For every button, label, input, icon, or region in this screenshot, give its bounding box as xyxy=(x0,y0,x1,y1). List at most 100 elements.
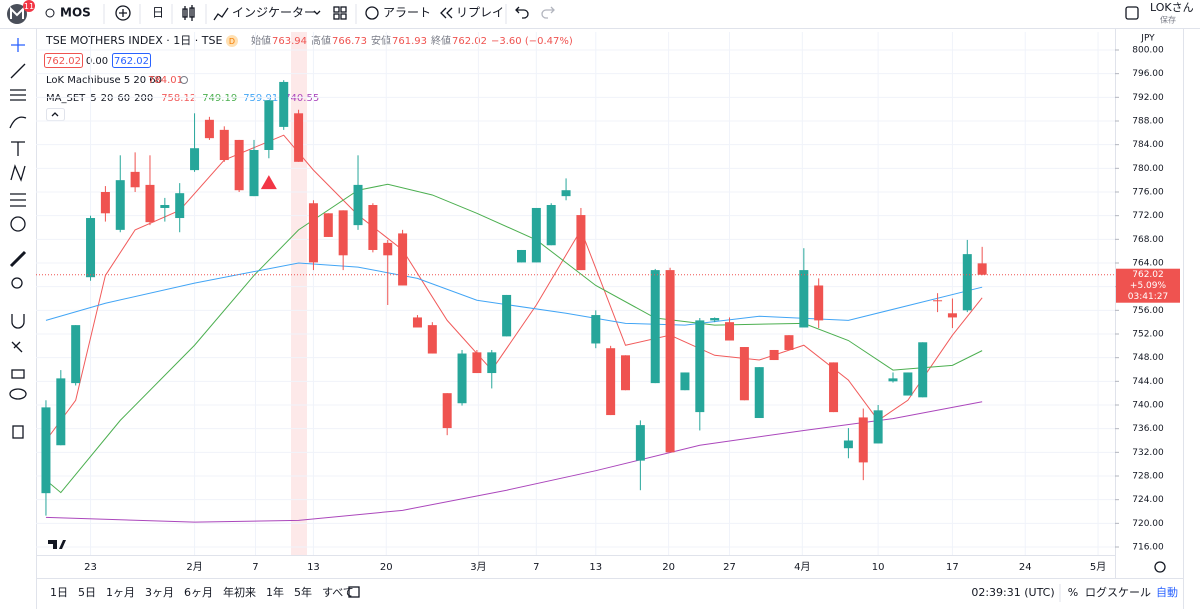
ohlc-label: 始値 xyxy=(251,34,271,47)
y-tick-label: 728.00 xyxy=(1132,472,1164,482)
candle-body xyxy=(160,205,170,208)
x-tick-label: 20 xyxy=(380,562,393,573)
y-tick-label: 744.00 xyxy=(1132,377,1164,387)
alerts-button[interactable]: アラート xyxy=(383,6,431,20)
x-tick-label: 23 xyxy=(84,562,97,573)
range-button[interactable]: 6ヶ月 xyxy=(184,586,213,599)
range-button[interactable]: 年初来 xyxy=(223,585,256,599)
flag: D xyxy=(229,37,235,46)
ask: 762.02 xyxy=(114,56,149,67)
candle-body xyxy=(531,207,541,263)
settings-icon[interactable] xyxy=(1154,561,1166,573)
candle-body xyxy=(814,285,824,321)
candle-body xyxy=(710,318,720,321)
candle-body xyxy=(249,149,259,197)
add-glyph xyxy=(119,9,127,17)
candle-body xyxy=(71,325,81,384)
alert-icon[interactable] xyxy=(365,6,379,20)
save-button[interactable]: 保存 xyxy=(1160,15,1176,25)
flag-badge xyxy=(226,35,238,47)
zoom-tool[interactable] xyxy=(11,277,23,289)
candle-body xyxy=(368,205,378,250)
user-name[interactable]: LOKさん xyxy=(1150,1,1194,14)
range-button[interactable]: 3ヶ月 xyxy=(145,586,174,599)
indicators-button[interactable]: インジケーター xyxy=(232,6,316,20)
ruler-tool[interactable] xyxy=(9,250,27,268)
chart-type-icon[interactable] xyxy=(182,5,195,21)
candle-body xyxy=(918,342,928,398)
pattern-tool[interactable] xyxy=(10,164,26,182)
undo-icon[interactable] xyxy=(515,6,529,19)
y-tick-label: 792.00 xyxy=(1132,93,1164,103)
dropdown-icon[interactable] xyxy=(313,10,321,15)
candle-body xyxy=(769,349,779,361)
y-tick-label: 752.00 xyxy=(1132,330,1164,340)
candle-body xyxy=(977,263,987,275)
badge-count: 11 xyxy=(24,2,34,11)
candle-body xyxy=(56,378,66,446)
range-button[interactable]: 1日 xyxy=(50,586,68,599)
replay-button[interactable]: リプレイ xyxy=(456,6,504,20)
auto-toggle[interactable]: 自動 xyxy=(1156,585,1178,599)
delete-tool[interactable] xyxy=(12,425,24,439)
y-tick-label: 756.00 xyxy=(1132,306,1164,316)
range-button[interactable]: すべて xyxy=(322,586,354,599)
magnet-tool[interactable] xyxy=(11,314,25,329)
brush-tool[interactable] xyxy=(9,116,27,129)
ohlc-label: 高値 xyxy=(311,34,331,47)
candle-body xyxy=(100,191,110,214)
badge xyxy=(23,0,35,12)
x-tick-label: 4月 xyxy=(794,561,810,573)
crosshair-tool[interactable] xyxy=(11,38,25,52)
range-button[interactable]: 5年 xyxy=(294,585,312,599)
x-tick-label: 7 xyxy=(533,562,539,573)
candle-body xyxy=(145,184,155,223)
log-toggle[interactable]: ログスケール xyxy=(1085,585,1151,599)
visibility-tool[interactable] xyxy=(9,388,27,400)
redo-icon[interactable] xyxy=(541,6,555,19)
collapse-button[interactable] xyxy=(46,108,65,121)
candle-body xyxy=(427,325,437,354)
range-button[interactable]: 1年 xyxy=(266,585,284,599)
text-tool[interactable] xyxy=(11,141,25,156)
candle-body xyxy=(829,362,839,413)
ma-line xyxy=(45,401,983,523)
checkbox[interactable] xyxy=(1125,6,1139,20)
lock-tool[interactable] xyxy=(11,369,25,379)
x-tick-label: 27 xyxy=(723,562,736,573)
ma-last-value: 740.55 xyxy=(284,93,319,104)
ma-name: 60 xyxy=(117,93,130,104)
candle-body xyxy=(725,322,735,341)
spread: 0.00 xyxy=(86,56,108,67)
candle-body xyxy=(606,348,616,416)
bid-box[interactable] xyxy=(44,53,83,68)
date-range-icon[interactable] xyxy=(348,586,360,598)
lock-drawing-tool[interactable] xyxy=(11,341,23,353)
candle-body xyxy=(234,139,244,191)
candle-body xyxy=(695,320,705,413)
highlight-band xyxy=(291,32,307,555)
emoji-tool[interactable] xyxy=(10,216,26,232)
range-button[interactable]: 5日 xyxy=(78,586,96,599)
range-button[interactable]: 1ヶ月 xyxy=(106,586,135,599)
add-icon[interactable] xyxy=(115,5,131,21)
ma-name: 20 xyxy=(101,93,114,104)
x-tick-label: 13 xyxy=(589,562,602,573)
interval[interactable]: 日 xyxy=(152,6,164,20)
ohlc-label: 終値 xyxy=(431,34,451,47)
candle-body xyxy=(858,417,868,463)
replay-icon xyxy=(440,7,453,19)
percent-toggle[interactable]: % xyxy=(1068,586,1078,599)
y-tick-label: 740.00 xyxy=(1132,401,1164,411)
ask-box[interactable] xyxy=(112,53,151,68)
prediction-tool[interactable] xyxy=(10,193,26,207)
ma-name: 5 xyxy=(90,93,96,104)
layout-icon[interactable] xyxy=(333,6,340,13)
currency: JPY xyxy=(1140,34,1155,44)
symbol[interactable]: MOS xyxy=(60,6,91,20)
fib-tool[interactable] xyxy=(10,89,26,101)
x-tick-label: 2月 xyxy=(186,561,202,573)
ma-label: MA_SET xyxy=(46,93,86,104)
candle-body xyxy=(175,193,185,219)
trendline-tool[interactable] xyxy=(10,63,26,79)
